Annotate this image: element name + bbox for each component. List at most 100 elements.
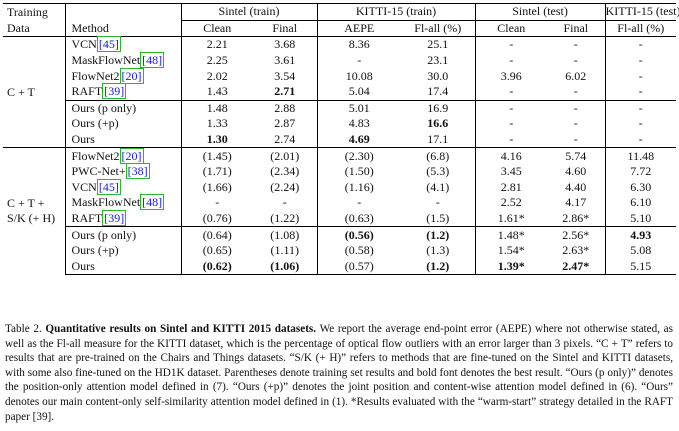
value-cell: 16.6 [401,116,476,132]
value-cell: 4.16 [475,147,548,164]
value-cell: - [547,52,606,69]
citation-link[interactable]: [48] [140,194,165,211]
citation-link[interactable]: [39] [102,210,127,227]
metric-header: Fl-all (%) [401,20,476,37]
citation-number[interactable]: 48 [146,195,159,210]
value-cell: 16.9 [401,99,476,117]
table-row: MaskFlowNet [48] - - - - 2.52 4.17 6.10 [3,194,676,211]
value-cell: - [509,116,514,131]
value-cell: (1.66) [202,179,232,194]
method-name: Ours [71,258,95,273]
citation-link[interactable]: [48] [140,52,165,69]
method-cell: Ours [65,131,182,148]
value-cell: 3.45 [500,164,522,179]
value-cell: (1.3) [401,242,476,259]
value-cell: 2.21 [181,36,253,53]
value-cell: 5.15 [605,258,677,276]
value-cell: 2.86* [547,210,606,227]
citation-number[interactable]: 20 [125,148,138,163]
citation-link[interactable]: [20] [119,67,144,84]
table-row: RAFT [39] (0.76) (1.22) (0.63) (1.5) 1.61* 2.86… [3,210,676,227]
training-label: S/K (+ H) [7,211,56,226]
value-cell: - [547,36,606,53]
method-header: Method [65,20,182,37]
citation-link[interactable]: [38] [125,163,150,180]
value-cell: - [509,84,514,99]
value-cell: (1.22) [253,210,318,227]
value-cell: 11.48 [605,147,677,164]
value-cell: 1.43 [206,84,228,99]
method-cell: Ours (+p) [65,116,182,132]
value-cell: 4.93 [605,226,677,243]
table-row-ours: Ours 1.30 2.74 4.69 17.1 - - - [3,131,676,148]
value-cell: - [401,195,476,211]
value-cell: - [638,84,643,99]
value-cell: (0.64) [181,226,253,243]
value-cell: 6.02 [547,68,606,84]
citation-link[interactable]: [20] [119,147,144,164]
method-name: PWC-Net+ [71,164,126,179]
table-row-ours: Ours (+p) (0.65) (1.11) (0.58) (1.3) 1.54* 2.6… [3,242,676,259]
method-cell: VCN [45] [65,36,182,53]
value-cell: (0.57) [317,258,402,276]
value-cell: 10.08 [345,68,373,83]
method-cell: MaskFlowNet [48] [65,52,182,69]
value-cell: (5.3) [401,163,476,180]
value-cell: - [253,195,318,211]
value-cell: (0.58) [344,243,374,258]
citation-number[interactable]: 20 [125,68,138,83]
method-name: RAFT [71,84,103,99]
value-cell: - [605,36,677,53]
citation-number[interactable]: 45 [102,37,115,52]
value-cell: 4.17 [547,195,606,211]
training-data-cell: C + T [3,36,66,148]
citation-link[interactable]: [39] [102,83,127,100]
method-name: Ours [71,132,95,147]
citation-link[interactable]: [45] [96,178,121,195]
method-cell: FlowNet2 [20] [65,147,182,164]
value-cell: 30.0 [401,68,476,84]
value-cell: 1.61* [497,211,525,226]
metric-header: AEPE [344,20,375,35]
method-name: MaskFlowNet [71,53,141,68]
table-row: FlowNet2 [20] 2.02 3.54 10.08 30.0 3.96 6.02 - [3,67,676,84]
value-cell: 2.87 [253,116,318,132]
citation-number[interactable]: 39 [108,211,121,226]
citation-number[interactable]: 39 [108,84,121,99]
method-cell: Ours (p only) [65,99,182,117]
value-cell: 2.71 [253,83,318,101]
value-cell: (2.34) [253,163,318,180]
value-cell: (2.24) [253,179,318,196]
value-cell: (6.8) [401,147,476,164]
value-cell: 4.83 [348,116,370,131]
method-name: VCN [71,179,97,194]
citation-number[interactable]: 45 [102,179,115,194]
value-cell: (1.50) [344,164,374,179]
citation-link[interactable]: [45] [96,36,121,53]
method-name: FlowNet2 [71,148,120,163]
caption-label: Table 2. [5,323,42,335]
value-cell: 8.36 [317,36,402,53]
value-cell: 3.54 [253,68,318,84]
header-group-row: Training Sintel (train) KITTI-15 (train)… [3,3,679,21]
value-cell: 25.1 [401,36,476,53]
value-cell: (1.71) [202,164,232,179]
value-cell: 5.01 [317,99,402,117]
citation-number[interactable]: 38 [131,164,144,179]
value-cell: (1.5) [401,210,476,227]
value-cell: (1.11) [253,242,318,259]
method-name: MaskFlowNet [71,195,141,210]
caption-title: Quantitative results on Sintel and KITTI… [45,323,317,335]
method-name: Ours (+p) [71,116,119,131]
method-cell: VCN [45] [65,178,182,196]
table-row: VCN [45] (1.66) (2.24) (1.16) (4.1) 2.81 4.40 6.… [3,178,676,196]
value-cell: (0.76) [202,211,232,226]
value-cell: (1.45) [181,147,253,164]
citation-number[interactable]: 48 [146,53,159,68]
value-cell: 3.96 [500,68,522,83]
value-cell: 5.04 [348,84,370,99]
value-cell: 2.47* [547,258,606,276]
value-cell: 2.02 [206,68,228,83]
value-cell: - [547,131,606,148]
group-sintel-train: Sintel (train) [181,3,318,21]
